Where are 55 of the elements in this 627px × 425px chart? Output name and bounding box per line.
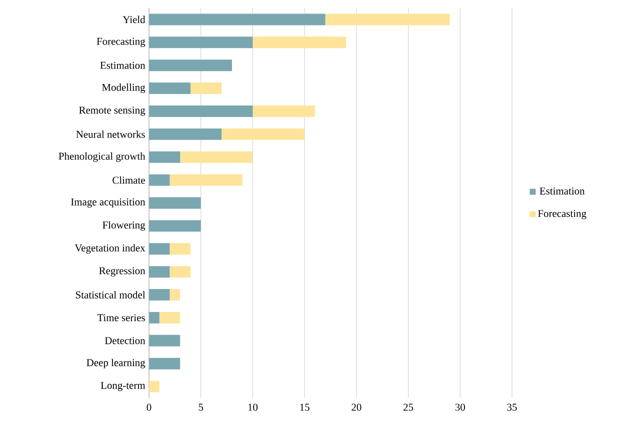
bar (252, 106, 315, 117)
y-tick-label: Regression (99, 267, 146, 276)
y-tick-label: Deep learning (86, 358, 146, 368)
bar (149, 243, 170, 255)
bar (325, 14, 450, 26)
bar (170, 289, 180, 301)
bar (149, 312, 160, 324)
bar (252, 36, 346, 48)
y-tick-label: Yield (122, 16, 146, 24)
bar (190, 82, 222, 94)
bar (149, 220, 201, 232)
y-tick-label: Climate (112, 176, 145, 184)
x-tick-label: 0 (146, 404, 152, 411)
bar (149, 128, 222, 140)
x-tick-label: 5 (198, 404, 204, 411)
x-tick-label: 25 (404, 404, 414, 411)
y-tick-label: Time series (97, 314, 145, 322)
y-tick-label: Detection (104, 337, 146, 344)
bar (149, 334, 180, 346)
bar (149, 289, 170, 301)
y-tick-label: Vegetation index (74, 244, 146, 254)
x-tick-label: 20 (352, 404, 362, 411)
bar (149, 266, 170, 278)
y-tick-label: Estimation (100, 62, 146, 69)
x-tick-label: 30 (455, 404, 465, 411)
bar (170, 266, 190, 278)
bar (149, 82, 190, 94)
y-tick-label: Image acquisition (71, 198, 146, 208)
y-tick-label: Forecasting (96, 38, 146, 47)
x-tick-label: 10 (248, 404, 258, 411)
y-tick-label: Phenological growth (58, 152, 146, 162)
bar (170, 174, 242, 186)
y-tick-label: Flowering (102, 221, 146, 231)
y-tick-label: Statistical model (76, 291, 146, 298)
x-tick-label: 35 (507, 404, 517, 411)
legend-label: Estimation (540, 188, 585, 195)
bar (149, 36, 253, 48)
bar (149, 106, 253, 117)
bar (149, 174, 170, 186)
y-tick-label: Neural networks (76, 130, 145, 138)
bar (180, 151, 253, 163)
bar (149, 197, 201, 209)
bar (159, 312, 180, 324)
x-tick-label: 15 (300, 404, 310, 411)
legend-label: Forecasting (538, 210, 586, 220)
y-tick-label: Modelling (102, 84, 146, 94)
y-tick-label: Remote sensing (79, 106, 146, 116)
bar (149, 380, 160, 392)
bar (149, 151, 180, 163)
y-tick-label: Long-term (100, 382, 146, 392)
bar (170, 243, 190, 255)
bar (149, 14, 326, 26)
bar (149, 60, 232, 72)
bar (149, 358, 180, 370)
bar (222, 128, 305, 140)
